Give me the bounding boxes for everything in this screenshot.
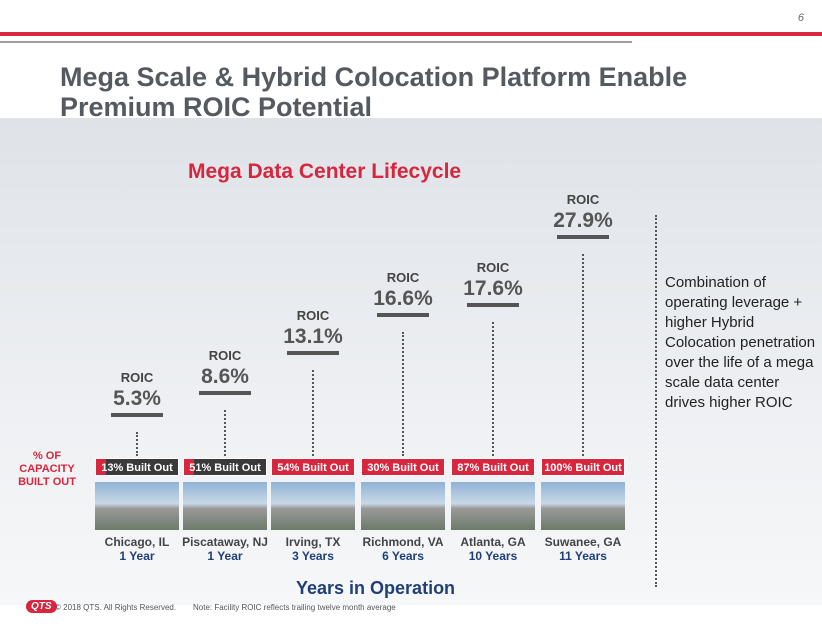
roic-underline xyxy=(377,313,429,317)
site-photo xyxy=(183,482,267,530)
built-out: 54% Built Out xyxy=(271,458,355,476)
built-out: 30% Built Out xyxy=(361,458,445,476)
years: 11 Years xyxy=(559,549,607,563)
connector xyxy=(224,410,226,456)
roic-group: ROIC 27.9% xyxy=(540,192,626,239)
copyright: © 2018 QTS. All Rights Reserved. xyxy=(55,603,177,612)
years: 6 Years xyxy=(382,549,424,563)
built-out: 13% Built Out xyxy=(95,458,179,476)
roic-label: ROIC xyxy=(296,308,330,323)
roic-underline xyxy=(287,351,339,355)
roic-group: ROIC 16.6% xyxy=(360,270,446,317)
connector xyxy=(492,322,494,456)
built-out: 100% Built Out xyxy=(541,458,625,476)
roic-underline xyxy=(111,413,163,417)
connector xyxy=(136,432,138,456)
years: 10 Years xyxy=(468,549,518,563)
site-photo xyxy=(451,482,535,530)
roic-underline xyxy=(557,235,609,239)
location: Suwanee, GA xyxy=(544,535,622,549)
title: Mega Scale & Hybrid Colocation Platform … xyxy=(60,62,688,122)
roic-group: ROIC 17.6% xyxy=(450,260,536,307)
subtitle: Mega Data Center Lifecycle xyxy=(188,160,462,183)
roic-group: ROIC 13.1% xyxy=(270,308,356,355)
axis-label: Years in Operation xyxy=(296,578,456,598)
logo: QTS xyxy=(26,600,57,613)
roic-group: ROIC 5.3% xyxy=(94,370,180,417)
location: Chicago, IL xyxy=(104,535,170,549)
roic-label: ROIC xyxy=(566,192,600,207)
connector xyxy=(582,254,584,456)
built-out: 51% Built Out xyxy=(183,458,267,476)
site-photo xyxy=(541,482,625,530)
site-photo xyxy=(361,482,445,530)
location: Richmond, VA xyxy=(362,535,444,549)
roic-underline xyxy=(467,303,519,307)
connector xyxy=(402,332,404,456)
roic-underline xyxy=(199,391,251,395)
row-label: % OF CAPACITY BUILT OUT xyxy=(18,450,76,488)
built-out: 87% Built Out xyxy=(451,458,535,476)
years: 3 Years xyxy=(292,549,334,563)
footnote: Note: Facility ROIC reflects trailing tw… xyxy=(193,603,396,612)
side-note: Combination of operating leverage + high… xyxy=(665,274,816,411)
location: Atlanta, GA xyxy=(460,535,526,549)
roic-value: 16.6% xyxy=(373,287,433,310)
roic-label: ROIC xyxy=(208,348,242,363)
roic-value: 5.3% xyxy=(113,387,161,410)
location: Irving, TX xyxy=(285,535,341,549)
roic-label: ROIC xyxy=(476,260,510,275)
page-number: 6 xyxy=(797,12,804,24)
location: Piscataway, NJ xyxy=(182,535,268,549)
header-rule xyxy=(0,41,632,43)
site-photo xyxy=(271,482,355,530)
roic-label: ROIC xyxy=(120,370,154,385)
roic-label: ROIC xyxy=(386,270,420,285)
roic-value: 27.9% xyxy=(553,209,613,232)
years: 1 Year xyxy=(119,549,155,563)
roic-group: ROIC 8.6% xyxy=(182,348,268,395)
site-photo xyxy=(95,482,179,530)
years: 1 Year xyxy=(207,549,243,563)
roic-value: 13.1% xyxy=(283,325,343,348)
divider xyxy=(655,215,657,587)
roic-value: 8.6% xyxy=(201,365,249,388)
roic-value: 17.6% xyxy=(463,277,523,300)
header-rule xyxy=(0,32,822,36)
connector xyxy=(312,370,314,456)
